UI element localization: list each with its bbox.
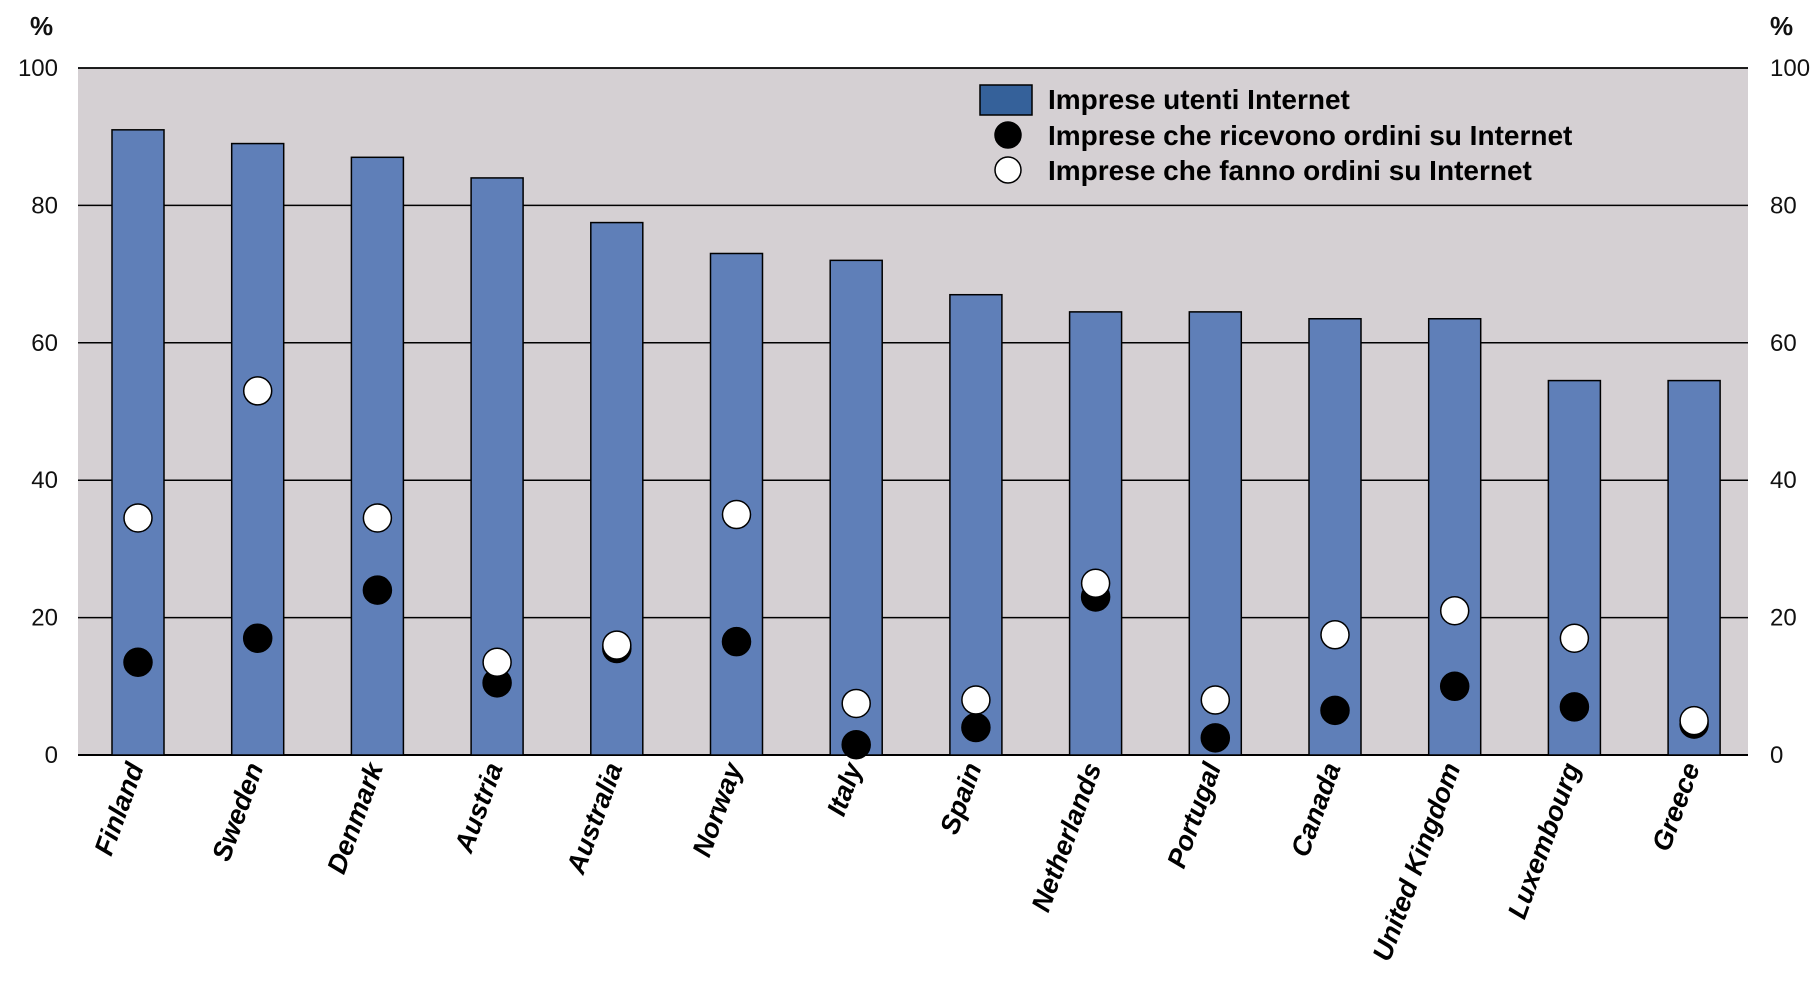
x-tick-portugal: Portugal <box>1161 758 1227 872</box>
marker-order-netherlands <box>1080 568 1111 598</box>
legend-swatch-order <box>994 156 1022 184</box>
x-tick-denmark: Denmark <box>321 757 389 878</box>
bar-denmark <box>350 156 405 756</box>
x-tick-netherlands: Netherlands <box>1026 759 1108 916</box>
legend: Imprese utenti Internet Imprese che rice… <box>979 84 1572 186</box>
y-tick-left-0: 0 <box>45 742 58 769</box>
marker-order-canada <box>1320 620 1350 650</box>
marker-order-luxembourg <box>1559 623 1590 653</box>
legend-label-bar: Imprese utenti Internet <box>1048 84 1350 115</box>
legend-swatch-receive <box>994 121 1022 149</box>
marker-receive-finland <box>123 647 153 678</box>
bar-greece <box>1667 379 1721 756</box>
marker-receive-norway <box>721 626 752 657</box>
bar-italy <box>829 259 883 756</box>
marker-receive-spain <box>961 712 991 743</box>
marker-order-finland <box>123 503 153 533</box>
bars <box>111 129 1721 756</box>
marker-order-united-kingdom <box>1439 595 1470 626</box>
bar-sweden <box>230 142 285 756</box>
x-tick-greece: Greece <box>1646 759 1706 855</box>
y-tick-right-100: 100 <box>1770 55 1810 82</box>
marker-order-italy <box>841 688 871 719</box>
marker-order-spain <box>961 685 991 715</box>
x-tick-canada: Canada <box>1285 759 1347 861</box>
marker-receive-united-kingdom <box>1439 671 1470 702</box>
y-ticks: 0 0 20 20 40 40 60 60 80 80 100 100 <box>18 55 1810 769</box>
y-tick-right-60: 60 <box>1770 330 1797 357</box>
y-tick-left-80: 80 <box>31 192 58 219</box>
x-tick-finland: Finland <box>89 758 150 859</box>
bar-norway <box>709 252 764 756</box>
marker-receive-luxembourg <box>1559 692 1590 722</box>
marker-receive-portugal <box>1200 723 1231 753</box>
legend-swatch-bar <box>979 84 1033 116</box>
y-tick-left-60: 60 <box>31 330 58 357</box>
y-tick-right-40: 40 <box>1770 467 1797 494</box>
marker-receive-sweden <box>242 623 273 653</box>
y-tick-left-20: 20 <box>31 605 58 632</box>
x-tick-italy: Italy <box>821 757 868 820</box>
y-unit-right: % <box>1770 11 1793 41</box>
x-tick-austria: Austria <box>448 759 508 858</box>
bar-spain <box>949 293 1003 756</box>
bar-canada <box>1308 318 1362 756</box>
y-tick-left-40: 40 <box>31 467 58 494</box>
marker-order-greece <box>1679 705 1709 736</box>
marker-order-austria <box>482 647 512 678</box>
bar-netherlands <box>1068 311 1123 756</box>
marker-receive-canada <box>1320 695 1350 726</box>
marker-order-norway <box>721 499 752 530</box>
x-tick-sweden: Sweden <box>206 759 269 865</box>
marker-order-portugal <box>1200 685 1231 715</box>
y-tick-right-80: 80 <box>1770 192 1797 219</box>
x-tick-australia: Australia <box>560 759 628 879</box>
marker-order-australia <box>602 630 632 660</box>
x-tick-united-kingdom: United Kingdom <box>1367 759 1466 965</box>
y-tick-right-20: 20 <box>1770 605 1797 632</box>
x-tick-spain: Spain <box>934 759 987 838</box>
x-tick-norway: Norway <box>687 757 749 861</box>
x-tick-luxembourg: Luxembourg <box>1502 758 1586 922</box>
legend-label-receive: Imprese che ricevono ordini su Internet <box>1048 120 1572 151</box>
y-tick-right-0: 0 <box>1770 742 1783 769</box>
y-tick-left-100: 100 <box>18 55 58 82</box>
y-unit-left: % <box>30 11 53 41</box>
bar-portugal <box>1188 311 1243 756</box>
marker-order-sweden <box>242 376 273 406</box>
marker-receive-denmark <box>362 575 393 605</box>
category-labels: Finland Sweden Denmark Austria Australia Norw… <box>89 757 1706 965</box>
legend-label-order: Imprese che fanno ordini su Internet <box>1048 155 1532 186</box>
bar-australia <box>590 221 644 756</box>
marker-receive-italy <box>841 729 871 760</box>
marker-order-denmark <box>362 503 393 533</box>
markers <box>123 376 1709 760</box>
